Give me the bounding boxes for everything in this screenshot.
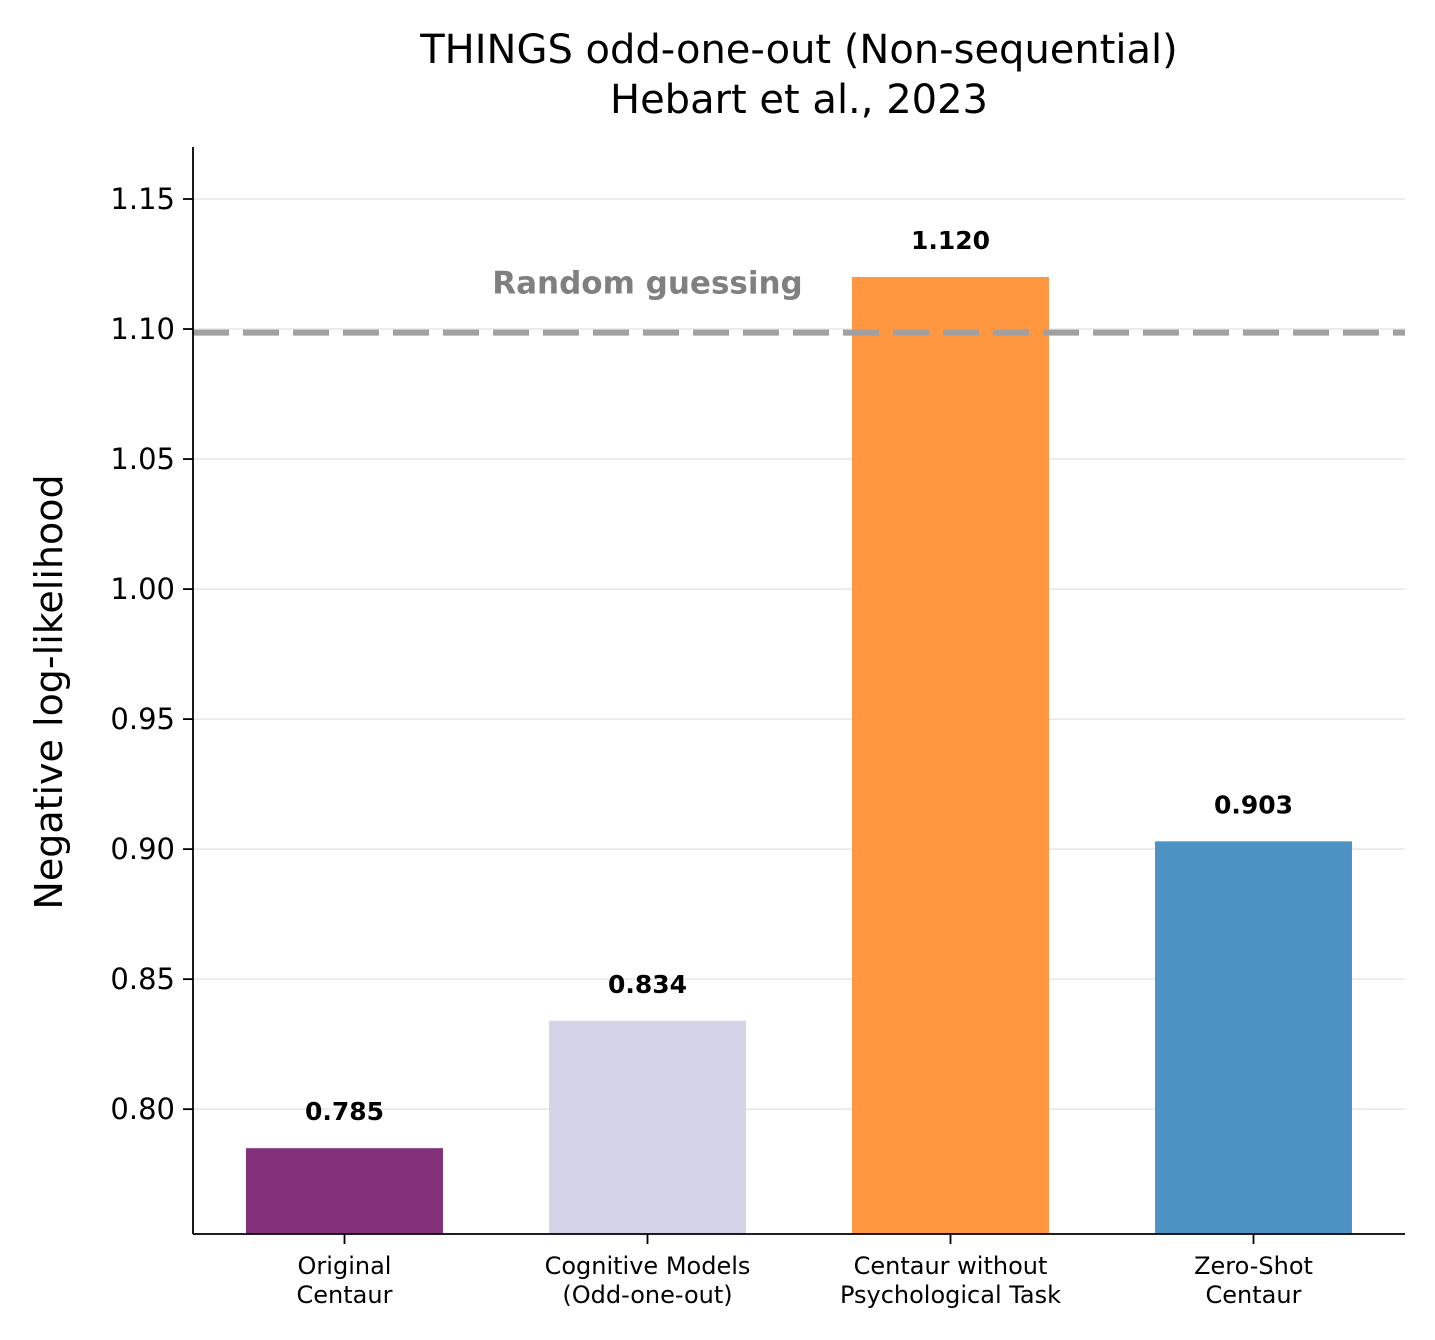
value-labels: 0.785 0.834 1.120 0.903 [305, 226, 1293, 1126]
y-tick-label: 0.80 [110, 1092, 175, 1126]
y-tick-label: 1.00 [110, 572, 175, 606]
value-label: 0.903 [1214, 790, 1293, 819]
bar [1155, 841, 1352, 1234]
y-tick-label: 1.05 [110, 442, 175, 476]
value-label: 0.834 [608, 970, 687, 999]
chart-title-line2: Hebart et al., 2023 [610, 77, 988, 123]
x-tick-label: Centaur [297, 1281, 393, 1309]
gridlines [193, 198, 1405, 1110]
value-label: 0.785 [305, 1097, 384, 1126]
random-guessing-label: Random guessing [492, 266, 803, 302]
x-tick-label: Psychological Task [840, 1281, 1061, 1309]
y-axis-label: Negative log-likelihood [27, 474, 71, 909]
bar [549, 1020, 746, 1234]
y-tick-label: 1.10 [110, 312, 175, 346]
x-tick-label: Zero-Shot [1194, 1252, 1313, 1280]
value-label: 1.120 [911, 226, 990, 255]
chart-title-line1: THINGS odd-one-out (Non-sequential) [419, 27, 1178, 73]
x-tick-label: Centaur without [854, 1252, 1048, 1280]
reference-line-group: Random guessing [193, 266, 1405, 336]
x-tick-label: Original [298, 1252, 392, 1280]
x-tick-label: Centaur [1206, 1281, 1302, 1309]
bars [246, 277, 1352, 1234]
y-tick-label: 0.85 [110, 962, 175, 996]
y-tick-label: 1.15 [110, 182, 175, 216]
y-ticks: 0.80 0.85 0.90 0.95 1.00 1.05 1.10 1.15 [110, 182, 193, 1126]
y-tick-label: 0.90 [110, 832, 175, 866]
y-tick-label: 0.95 [110, 702, 175, 736]
x-tick-label: Cognitive Models [545, 1252, 751, 1280]
bar [246, 1148, 443, 1234]
x-tick-label: (Odd-one-out) [562, 1281, 732, 1309]
bar [852, 277, 1049, 1234]
